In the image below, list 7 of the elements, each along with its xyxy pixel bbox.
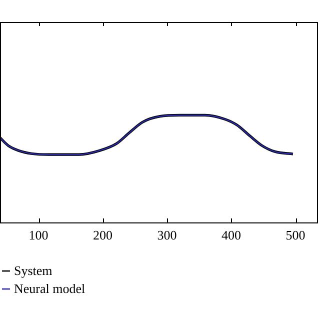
legend-label: System bbox=[14, 262, 52, 280]
x-tick-label: 200 bbox=[93, 228, 113, 243]
legend-label: Neural model bbox=[14, 280, 86, 298]
x-tick-label: 500 bbox=[286, 228, 306, 243]
x-tick-label: 400 bbox=[222, 228, 242, 243]
x-tick-label: 100 bbox=[28, 228, 48, 243]
x-tick-label: 300 bbox=[157, 228, 177, 243]
